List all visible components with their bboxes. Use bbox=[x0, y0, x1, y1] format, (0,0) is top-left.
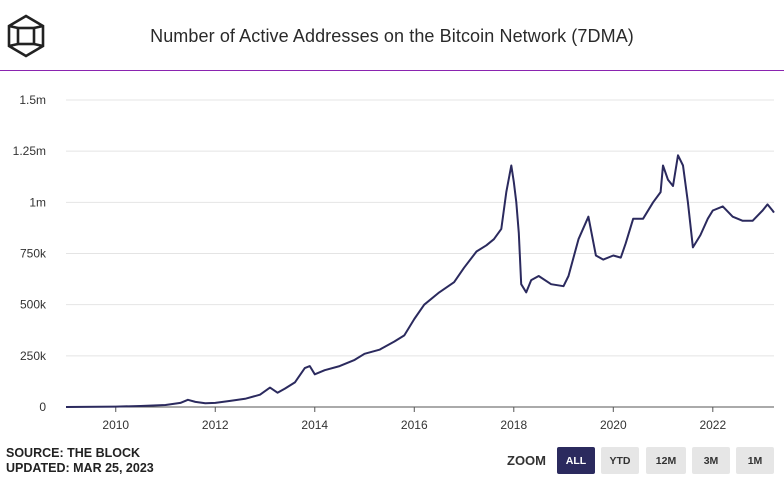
y-tick-label: 1.25m bbox=[13, 144, 46, 158]
x-tick-label: 2016 bbox=[401, 418, 428, 432]
x-tick-label: 2014 bbox=[301, 418, 328, 432]
active-addresses-chart: 0 250k 500k 750k 1m 1.25m 1.5m 2010 2012 2014 2016… bbox=[13, 93, 775, 432]
source-label: SOURCE: THE BLOCK bbox=[6, 446, 141, 460]
x-tick-label: 2020 bbox=[600, 418, 627, 432]
series-line bbox=[65, 154, 775, 408]
y-tick-label: 1.5m bbox=[19, 93, 46, 107]
y-tick-label: 250k bbox=[20, 349, 47, 363]
source-note: SOURCE: THE BLOCK UPDATED: MAR 25, 2023 bbox=[6, 446, 154, 476]
updated-label: UPDATED: MAR 25, 2023 bbox=[6, 461, 154, 475]
zoom-ytd-button[interactable]: YTD bbox=[601, 447, 639, 474]
x-tick-label: 2010 bbox=[102, 418, 129, 432]
y-tick-label: 750k bbox=[20, 247, 47, 261]
chart-title: Number of Active Addresses on the Bitcoi… bbox=[150, 26, 634, 46]
x-tick-label: 2012 bbox=[202, 418, 229, 432]
block-cube-logo-icon bbox=[7, 14, 45, 58]
title-divider bbox=[0, 70, 784, 71]
x-tick-label: 2018 bbox=[500, 418, 527, 432]
y-tick-label: 500k bbox=[20, 298, 47, 312]
zoom-all-button[interactable]: ALL bbox=[557, 447, 595, 474]
zoom-label: ZOOM bbox=[507, 453, 546, 468]
y-tick-label: 0 bbox=[39, 400, 46, 414]
x-tick-label: 2022 bbox=[699, 418, 726, 432]
y-tick-label: 1m bbox=[29, 195, 46, 209]
zoom-3m-button[interactable]: 3M bbox=[692, 447, 730, 474]
zoom-1m-button[interactable]: 1M bbox=[736, 447, 774, 474]
zoom-12m-button[interactable]: 12M bbox=[646, 447, 686, 474]
